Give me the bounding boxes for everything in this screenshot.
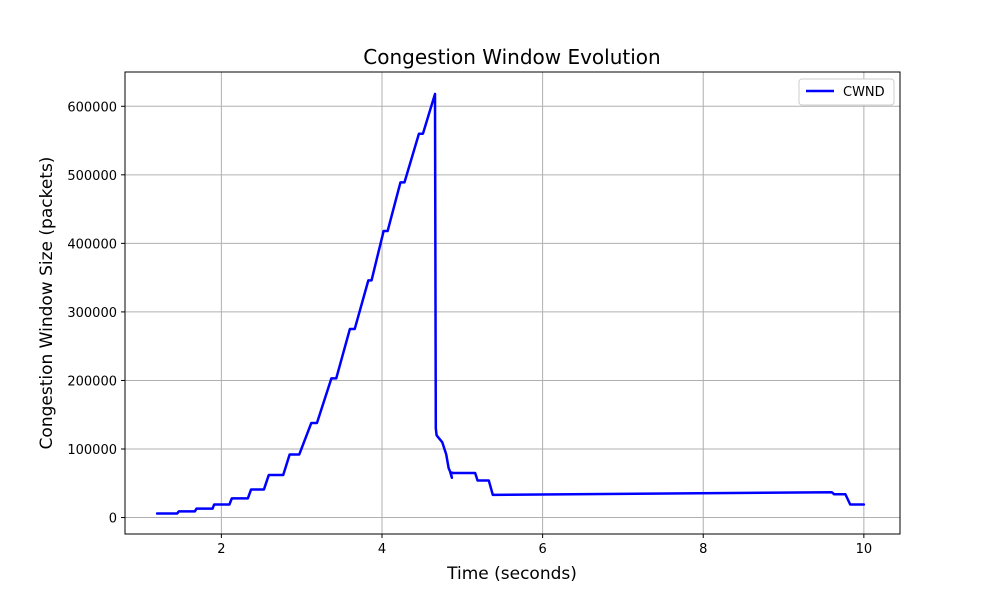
y-gridlines [125,105,900,519]
plot-background [125,72,900,534]
chart-title: Congestion Window Evolution [363,45,660,69]
legend-label-cwnd: CWND [843,85,885,100]
x-tick-label: 8 [699,542,707,557]
x-tick-label: 4 [378,542,386,557]
x-tick-label: 6 [538,542,546,557]
x-tick-label: 10 [856,542,873,557]
y-tick-label: 300000 [67,306,117,321]
y-tick-label: 0 [109,512,117,527]
y-tick-label: 600000 [67,100,117,115]
x-axis-label: Time (seconds) [446,564,577,584]
y-tick-label: 500000 [67,169,117,184]
series-layer [155,92,866,515]
legend-box [798,78,895,106]
x-gridlines [220,72,865,534]
x-tick-label: 2 [217,542,225,557]
x-ticks: 2 4 6 8 10 [217,534,872,557]
series-line-cwnd [155,92,866,515]
legend: CWND [798,78,895,106]
y-axis-label: Congestion Window Size (packets) [37,157,57,450]
y-tick-label: 100000 [67,443,117,458]
y-ticks: 0 100000 200000 300000 400000 500000 600000 [67,100,125,527]
y-tick-label: 200000 [67,374,117,389]
y-tick-label: 400000 [67,237,117,252]
axes-frame [124,71,901,535]
